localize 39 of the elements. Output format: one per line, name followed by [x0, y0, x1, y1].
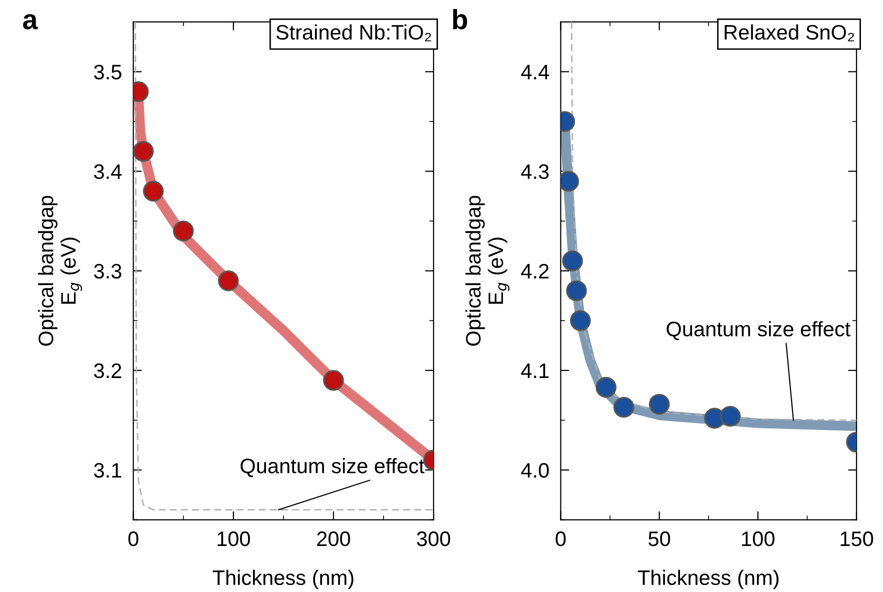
x-tick-label: 150	[840, 531, 874, 546]
x-tick-label: 100	[218, 531, 250, 546]
text: a	[23, 14, 38, 30]
y-axis-title: Optical bandgap E$_{g}$ (eV)	[38, 196, 82, 346]
point	[172, 220, 194, 242]
x-tick-label: 0	[556, 531, 566, 546]
point	[562, 250, 583, 272]
annotation: Quantum size effect	[240, 458, 424, 478]
point	[566, 280, 587, 302]
point	[596, 376, 616, 398]
point	[720, 406, 741, 427]
point	[218, 270, 239, 292]
x-tick-label: 100	[742, 531, 774, 546]
y-tick-label: 3.1	[94, 462, 122, 478]
y-tick-label: 4.4	[521, 64, 549, 80]
y-tick-label: 3.5	[94, 64, 122, 80]
y-tick-label: 4.3	[521, 164, 549, 180]
x-tick-label: 200	[317, 531, 350, 546]
point	[142, 180, 164, 202]
point	[648, 394, 670, 415]
y-tick-label: 3.4	[94, 164, 122, 180]
point	[133, 140, 154, 162]
x-tick-label: 300	[416, 531, 450, 546]
x-axis-title: Thickness (nm)	[638, 570, 779, 590]
x-tick-label: 50	[648, 531, 670, 546]
y-axis-title: Optical bandgap E$_{g}$ (eV)	[465, 196, 510, 346]
y-tick-label: 3.2	[94, 363, 122, 378]
y-tick-label: 3.3	[94, 264, 122, 279]
y-tick-label: 4.1	[521, 364, 549, 378]
x-axis-title: Thickness (nm)	[212, 570, 354, 590]
y-tick-label: 4.0	[521, 462, 549, 478]
chart-title: Strained Nb:TiO₂	[276, 24, 432, 42]
chart-title: Relaxed SnO₂	[724, 24, 854, 42]
point	[613, 396, 634, 418]
annotation: Quantum size effect	[666, 321, 850, 340]
x-tick-label: 0	[128, 531, 138, 546]
text: b	[453, 8, 468, 30]
y-tick-label: 4.2	[521, 264, 549, 278]
point	[570, 310, 591, 332]
